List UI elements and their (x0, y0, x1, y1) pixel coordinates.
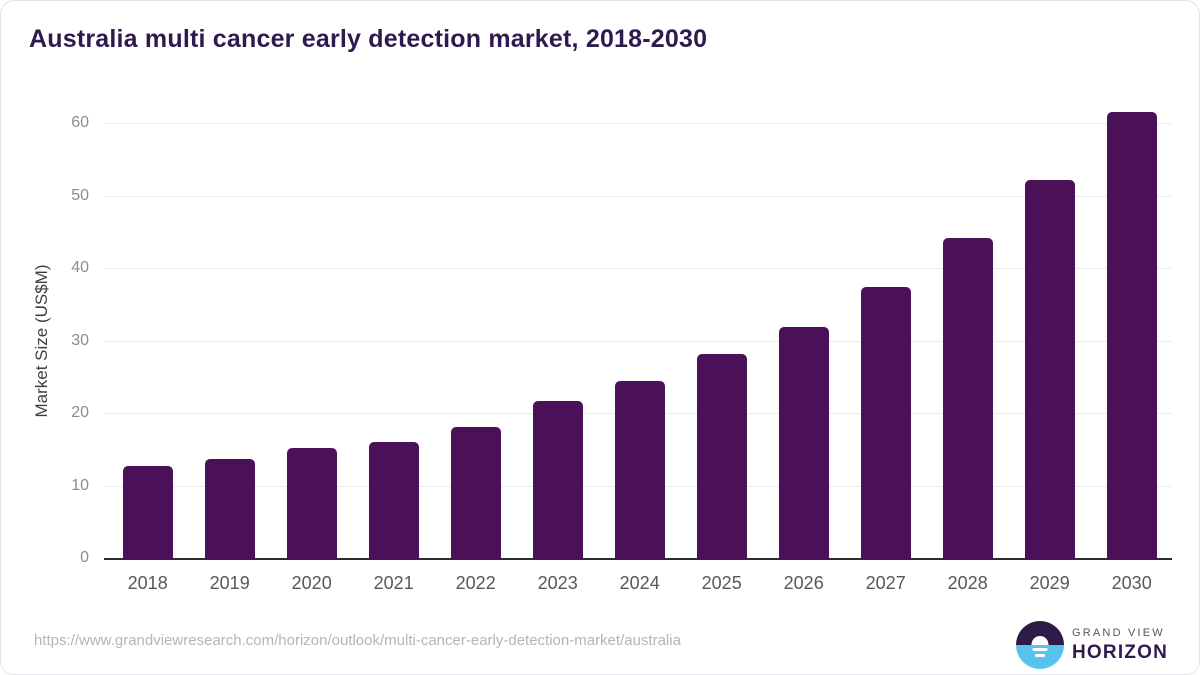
bar-2023 (532, 400, 583, 559)
chart-title: Australia multi cancer early detection m… (29, 25, 708, 53)
bar-2024 (614, 380, 665, 559)
logo-text: GRAND VIEW HORIZON (1072, 627, 1168, 664)
y-tick-label-60: 60 (71, 114, 89, 131)
horizon-sunrise-icon (1016, 621, 1064, 669)
x-tick-label-2024: 2024 (619, 573, 660, 593)
x-tick-label-2019: 2019 (209, 573, 250, 593)
logo-product-name: HORIZON (1072, 642, 1169, 663)
bar-2026 (778, 327, 829, 559)
x-tick-label-2026: 2026 (783, 573, 824, 593)
bar-2027 (860, 287, 911, 559)
x-tick-label-2022: 2022 (455, 573, 496, 593)
bar-2025 (696, 353, 747, 559)
bar-2022 (450, 427, 501, 559)
bar-2029 (1024, 179, 1075, 559)
gridline-40 (104, 268, 1172, 269)
y-tick-label-30: 30 (71, 331, 89, 349)
x-tick-label-2023: 2023 (537, 573, 578, 593)
source-url: https://www.grandviewresearch.com/horizo… (34, 632, 681, 649)
gridline-50 (104, 195, 1172, 197)
x-tick-label-2028: 2028 (947, 573, 988, 593)
x-tick-label-2021: 2021 (373, 573, 414, 593)
sun-reflection-bar (1032, 648, 1048, 651)
y-tick-label-50: 50 (71, 186, 89, 204)
x-tick-label-2030: 2030 (1111, 573, 1152, 593)
x-axis-line (104, 558, 1172, 560)
sun-icon (1031, 636, 1049, 645)
bar-2018 (122, 466, 173, 559)
y-tick-label-0: 0 (80, 549, 89, 566)
gridline-60 (104, 123, 1172, 124)
logo-brand-name: GRAND VIEW (1072, 627, 1165, 639)
x-tick-label-2027: 2027 (865, 573, 906, 593)
x-tick-label-2029: 2029 (1029, 573, 1070, 593)
bar-2021 (368, 441, 419, 559)
x-tick-label-2025: 2025 (701, 573, 742, 593)
x-tick-label-2018: 2018 (127, 573, 168, 593)
sun-reflection-bar (1035, 654, 1045, 657)
gridline-30 (104, 340, 1172, 342)
bar-2019 (204, 458, 255, 559)
y-tick-label-40: 40 (71, 259, 89, 276)
grand-view-horizon-logo: GRAND VIEW HORIZON (1016, 621, 1176, 671)
bar-2030 (1106, 111, 1157, 559)
x-tick-label-2020: 2020 (291, 573, 332, 593)
bar-2028 (942, 237, 993, 559)
bar-2020 (286, 448, 337, 559)
y-tick-label-10: 10 (71, 476, 89, 494)
y-tick-label-20: 20 (71, 404, 89, 421)
